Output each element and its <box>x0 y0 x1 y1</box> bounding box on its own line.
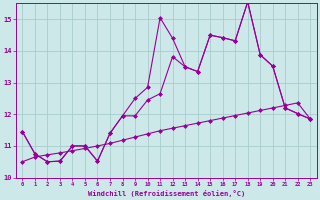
X-axis label: Windchill (Refroidissement éolien,°C): Windchill (Refroidissement éolien,°C) <box>88 190 245 197</box>
